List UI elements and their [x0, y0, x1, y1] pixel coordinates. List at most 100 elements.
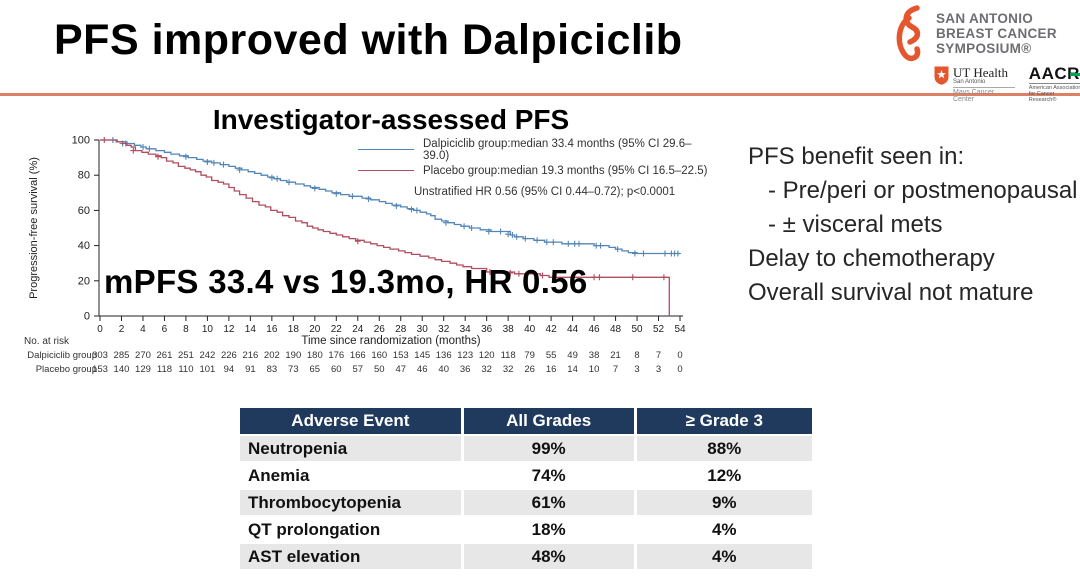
sabcs-line2: BREAST CANCER [936, 26, 1057, 41]
at-risk-value: 270 [135, 350, 151, 361]
ae-grade3: 4% [636, 544, 812, 569]
svg-text:28: 28 [395, 324, 407, 335]
at-risk-value: 123 [457, 350, 473, 361]
svg-text:22: 22 [331, 324, 343, 335]
at-risk-value: 303 [92, 350, 108, 361]
svg-text:8: 8 [183, 324, 189, 335]
at-risk-value: 136 [436, 350, 452, 361]
at-risk-value: 36 [460, 364, 471, 375]
at-risk-value: 140 [114, 364, 130, 375]
mpfs-annotation: mPFS 33.4 vs 19.3mo, HR 0.56 [104, 263, 588, 300]
at-risk-value: 153 [92, 364, 108, 375]
at-risk-value: 110 [178, 364, 193, 375]
svg-text:100: 100 [72, 135, 90, 147]
sabcs-wordmark: SAN ANTONIO BREAST CANCER SYMPOSIUM® [936, 11, 1057, 56]
svg-text:42: 42 [546, 324, 558, 335]
svg-text:44: 44 [567, 324, 579, 335]
ae-header-all-grades: All Grades [463, 408, 634, 434]
svg-text:12: 12 [223, 324, 235, 335]
note-line-5: Overall survival not mature [748, 279, 1034, 306]
at-risk-row-name: Placebo group [36, 364, 97, 375]
accent-divider [0, 93, 1080, 96]
at-risk-value: 0 [677, 364, 682, 375]
legend-hr-note: Unstratified HR 0.56 (95% CI 0.44–0.72);… [414, 185, 676, 198]
svg-text:48: 48 [610, 324, 622, 335]
legend-label-placebo: Placebo group:median 19.3 months (95% CI… [423, 164, 708, 177]
ae-event: Anemia [248, 465, 310, 485]
at-risk-value: 0 [677, 350, 682, 361]
svg-text:4: 4 [140, 324, 146, 335]
svg-text:0: 0 [97, 324, 103, 335]
svg-text:18: 18 [288, 324, 300, 335]
at-risk-value: 57 [352, 364, 363, 375]
at-risk-value: 83 [267, 364, 278, 375]
at-risk-value: 166 [350, 350, 366, 361]
ae-header-grade3: ≥ Grade 3 [636, 408, 812, 434]
svg-text:30: 30 [417, 324, 429, 335]
at-risk-value: 94 [224, 364, 235, 375]
slide-title: PFS improved with Dalpiciclib [54, 16, 683, 64]
svg-text:46: 46 [589, 324, 601, 335]
ae-all-grades: 99% [463, 436, 634, 461]
aacr-logo: AACR American Association for Cancer Res… [1028, 65, 1080, 103]
at-risk-value: 40 [438, 364, 449, 375]
side-notes: PFS benefit seen in: - Pre/peri or postm… [748, 140, 1078, 310]
at-risk-value: 216 [242, 350, 258, 361]
table-row: Anemia 74% 12% [240, 463, 812, 488]
svg-text:0: 0 [84, 311, 90, 323]
svg-text:20: 20 [78, 275, 90, 287]
at-risk-value: 145 [414, 350, 430, 361]
ae-event: QT prolongation [248, 519, 381, 539]
at-risk-value: 118 [501, 350, 516, 361]
svg-text:2: 2 [119, 324, 125, 335]
at-risk-value: 153 [393, 350, 409, 361]
at-risk-value: 226 [221, 350, 237, 361]
at-risk-value: 65 [310, 364, 321, 375]
note-line-3: - ± visceral mets [768, 211, 943, 238]
at-risk-value: 50 [374, 364, 385, 375]
at-risk-value: 79 [524, 350, 535, 361]
svg-text:26: 26 [374, 324, 386, 335]
ae-header-row: Adverse Event All Grades ≥ Grade 3 [240, 408, 812, 434]
at-risk-value: 180 [307, 350, 323, 361]
sabcs-ribbon-icon [896, 5, 921, 62]
ae-grade3: 4% [711, 519, 737, 539]
ae-event: Neutropenia [240, 436, 461, 461]
ae-all-grades: 18% [531, 519, 566, 539]
svg-text:16: 16 [266, 324, 278, 335]
legend-label-dalpiciclib: Dalpiciclib group:median 33.4 months (95… [423, 137, 692, 162]
svg-text:50: 50 [631, 324, 643, 335]
ut-health-label: UT Health [953, 65, 1008, 80]
at-risk-value: 118 [157, 364, 172, 375]
aacr-green-bar [1070, 73, 1080, 76]
at-risk-value: 7 [613, 364, 618, 375]
legend-swatch-placebo [358, 170, 414, 171]
svg-text:34: 34 [460, 324, 472, 335]
at-risk-value: 176 [328, 350, 344, 361]
ut-health-logo: UT Health San Antonio Mays Cancer Center [934, 66, 1015, 103]
note-line-2: - Pre/peri or postmenopausal [768, 177, 1078, 204]
at-risk-value: 251 [178, 350, 194, 361]
ae-header-event: Adverse Event [240, 408, 461, 434]
svg-text:40: 40 [78, 240, 90, 252]
ae-all-grades: 74% [531, 465, 566, 485]
table-row: Thrombocytopenia 61% 9% [240, 490, 812, 515]
ae-grade3: 12% [707, 465, 742, 485]
at-risk-value: 32 [481, 364, 492, 375]
adverse-event-table: Adverse Event All Grades ≥ Grade 3 Neutr… [237, 406, 815, 571]
at-risk-row-name: Dalpiciclib group [27, 350, 97, 361]
at-risk-value: 285 [114, 350, 130, 361]
svg-text:80: 80 [78, 170, 90, 182]
svg-text:6: 6 [162, 324, 168, 335]
at-risk-value: 8 [634, 350, 639, 361]
ae-grade3: 88% [636, 436, 812, 461]
at-risk-value: 26 [524, 364, 535, 375]
note-line-4: Delay to chemotherapy [748, 245, 995, 272]
at-risk-value: 21 [610, 350, 621, 361]
no-at-risk-label: No. at risk [24, 336, 70, 347]
svg-text:52: 52 [653, 324, 665, 335]
sabcs-line1: SAN ANTONIO [936, 11, 1034, 26]
mays-cancer-center-label: Mays Cancer Center [953, 87, 1015, 103]
table-row: AST elevation 48% 4% [240, 544, 812, 569]
at-risk-value: 7 [656, 350, 661, 361]
